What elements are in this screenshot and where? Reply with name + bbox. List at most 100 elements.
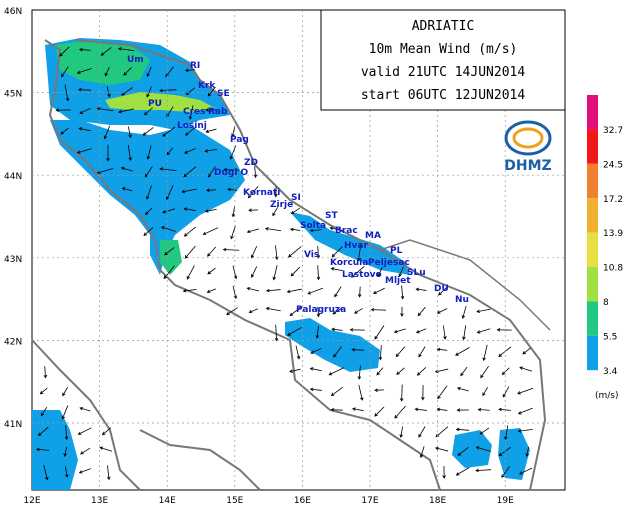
wind-arrow (248, 208, 259, 212)
place-label: Korcula (330, 258, 368, 268)
wind-arrow (246, 286, 259, 292)
wind-arrow (64, 84, 70, 102)
wind-arrow (496, 328, 512, 332)
wind-arrow (64, 466, 69, 478)
wind-arrow (186, 265, 195, 280)
place-label: Solta (300, 221, 326, 231)
wind-arrow (290, 266, 301, 277)
wind-arrow (40, 406, 48, 417)
wind-arrow (123, 67, 132, 76)
wind-arrow (475, 446, 491, 452)
place-label: Krk (198, 81, 216, 91)
wind-arrow (184, 148, 196, 154)
wind-arrow (121, 187, 133, 192)
wind-arrow (351, 347, 364, 352)
wind-arrow (62, 386, 68, 397)
wind-arrow (399, 384, 404, 402)
wind-arrow (247, 185, 259, 199)
wind-arrow (435, 426, 449, 438)
wind-arrow (476, 308, 491, 314)
wind-arrow (316, 306, 321, 318)
wind-arrow (287, 326, 302, 336)
lon-label: 18E (429, 496, 446, 506)
wind-arrow (417, 306, 426, 317)
wind-arrow (202, 227, 219, 236)
wind-arrow (39, 387, 48, 395)
wind-arrow (61, 405, 69, 420)
wind-arrow (43, 366, 48, 379)
wind-arrow (164, 247, 175, 256)
lon-label: 13E (91, 496, 108, 506)
wind-arrow (205, 188, 217, 192)
wind-arrow (96, 168, 114, 174)
wind-arrow (76, 68, 92, 74)
wind-arrow (205, 128, 217, 133)
logo-swirl (512, 127, 544, 149)
place-label: Cres (183, 107, 206, 117)
wind-arrow (184, 68, 196, 73)
border (379, 239, 551, 331)
wind-arrow (455, 347, 470, 356)
coastline (74, 39, 547, 491)
wind-arrow (307, 287, 324, 295)
place-label: Nu (455, 295, 469, 305)
wind-arrow (416, 367, 427, 376)
wind-arrow (330, 407, 343, 412)
wind-arrow (398, 266, 404, 278)
wind-arrow (204, 148, 217, 153)
wind-arrow (374, 325, 385, 340)
wind-patch (452, 430, 492, 468)
wind-arrow (457, 447, 469, 456)
wind-arrow (395, 346, 406, 358)
wind-arrow (120, 166, 133, 172)
lon-label: 19E (497, 496, 514, 506)
place-label: PL (390, 246, 403, 256)
wind-arrow (517, 407, 533, 415)
wind-arrow (501, 367, 510, 376)
place-label: Rab (208, 107, 228, 117)
wind-arrow (104, 66, 110, 77)
wind-arrow (159, 88, 177, 93)
legend-label: 13.9 (603, 229, 623, 239)
wind-arrow (144, 166, 153, 178)
logo-text: DHMZ (504, 158, 551, 174)
wind-arrow (103, 125, 111, 140)
wind-patch (105, 92, 215, 112)
wind-arrow (455, 467, 470, 476)
wind-arrow (418, 346, 426, 358)
wind-arrow (143, 226, 154, 236)
wind-arrow (349, 328, 365, 332)
wind-arrow (378, 345, 383, 361)
place-label: SE (217, 89, 230, 99)
wind-arrow (76, 148, 92, 154)
wind-arrow (274, 186, 278, 198)
wind-arrow (455, 427, 470, 432)
wind-arrow (37, 426, 49, 437)
wind-arrow (35, 447, 50, 452)
legend-label: 10.8 (603, 264, 623, 274)
wind-arrow (274, 324, 279, 342)
place-label: Losinj (177, 121, 207, 131)
wind-arrow (316, 265, 321, 281)
wind-arrow (80, 447, 91, 455)
logo-swirl (504, 120, 552, 156)
place-label: Um (127, 55, 144, 65)
wind-arrow (519, 366, 533, 372)
wind-arrow (59, 46, 70, 57)
wind-arrow (498, 407, 512, 412)
wind-arrow (99, 446, 113, 452)
wind-arrow (333, 346, 343, 358)
wind-arrow (230, 225, 236, 240)
wind-arrow (55, 108, 71, 112)
place-label: Pag (230, 135, 249, 145)
wind-arrow (79, 406, 91, 412)
wind-arrow (400, 285, 405, 300)
wind-arrow (232, 265, 238, 280)
place-label: Vis (304, 250, 319, 260)
wind-arrow (396, 367, 405, 375)
wind-arrow (144, 207, 153, 215)
place-label: Hvar (344, 241, 368, 251)
legend-swatch (587, 301, 598, 336)
